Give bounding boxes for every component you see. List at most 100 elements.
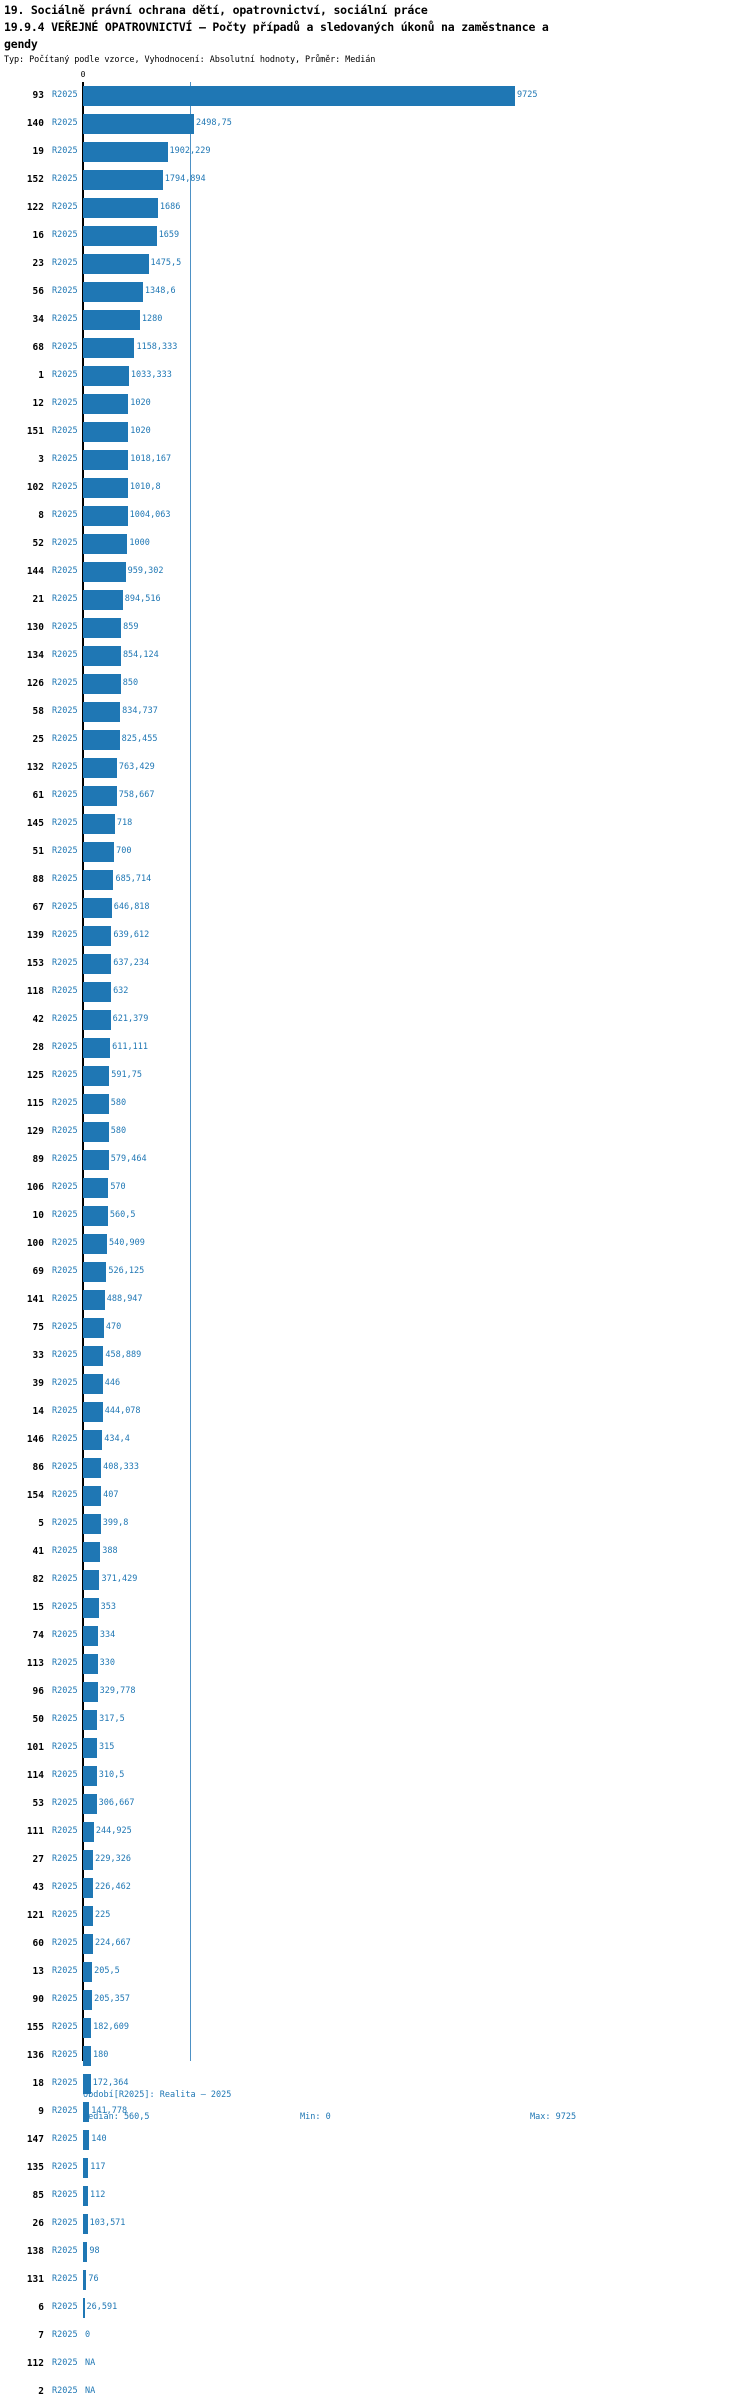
bar-row[interactable]: 111 R2025 244,925 bbox=[0, 1818, 750, 1846]
bar[interactable] bbox=[83, 814, 115, 834]
bar-row[interactable]: 135 R2025 117 bbox=[0, 2154, 750, 2182]
bar-row[interactable]: 67 R2025 646,818 bbox=[0, 894, 750, 922]
bar[interactable] bbox=[83, 842, 115, 862]
bar-row[interactable]: 100 R2025 540,909 bbox=[0, 1230, 750, 1258]
bar[interactable] bbox=[83, 1962, 93, 1982]
bar[interactable] bbox=[83, 1066, 110, 1086]
bar[interactable] bbox=[83, 1822, 94, 1842]
bar[interactable] bbox=[83, 1234, 108, 1254]
bar-row[interactable]: 132 R2025 763,429 bbox=[0, 754, 750, 782]
bar[interactable] bbox=[83, 618, 122, 638]
bar-row[interactable]: 131 R2025 76 bbox=[0, 2266, 750, 2294]
bar-row[interactable]: 50 R2025 317,5 bbox=[0, 1706, 750, 1734]
bar-row[interactable]: 5 R2025 399,8 bbox=[0, 1510, 750, 1538]
bar[interactable] bbox=[83, 562, 126, 582]
bar-row[interactable]: 90 R2025 205,357 bbox=[0, 1986, 750, 2014]
bar-row[interactable]: 154 R2025 407 bbox=[0, 1482, 750, 1510]
bar-row[interactable]: 53 R2025 306,667 bbox=[0, 1790, 750, 1818]
bar-row[interactable]: 28 R2025 611,111 bbox=[0, 1034, 750, 1062]
bar-row[interactable]: 139 R2025 639,612 bbox=[0, 922, 750, 950]
bar[interactable] bbox=[83, 1794, 97, 1814]
bar-row[interactable]: 39 R2025 446 bbox=[0, 1370, 750, 1398]
bar[interactable] bbox=[83, 1206, 108, 1226]
bar-row[interactable]: 129 R2025 580 bbox=[0, 1118, 750, 1146]
bar-row[interactable]: 140 R2025 2498,75 bbox=[0, 110, 750, 138]
bar[interactable] bbox=[83, 2018, 92, 2038]
bar[interactable] bbox=[83, 982, 112, 1002]
bar-row[interactable]: 89 R2025 579,464 bbox=[0, 1146, 750, 1174]
bar[interactable] bbox=[83, 1710, 98, 1730]
bar-row[interactable]: 6 R2025 26,591 bbox=[0, 2294, 750, 2322]
bar[interactable] bbox=[83, 310, 140, 330]
bar[interactable] bbox=[83, 646, 121, 666]
bar[interactable] bbox=[83, 702, 121, 722]
bar[interactable] bbox=[83, 954, 112, 974]
bar[interactable] bbox=[83, 730, 120, 750]
bar-row[interactable]: 33 R2025 458,889 bbox=[0, 1342, 750, 1370]
bar-row[interactable]: 19 R2025 1902,229 bbox=[0, 138, 750, 166]
bar-row[interactable]: 10 R2025 560,5 bbox=[0, 1202, 750, 1230]
bar[interactable] bbox=[83, 1346, 104, 1366]
bar[interactable] bbox=[83, 1150, 109, 1170]
bar[interactable] bbox=[83, 926, 112, 946]
bar-row[interactable]: 113 R2025 330 bbox=[0, 1650, 750, 1678]
bar-row[interactable]: 155 R2025 182,609 bbox=[0, 2014, 750, 2042]
bar[interactable] bbox=[83, 1738, 97, 1758]
bar[interactable] bbox=[83, 1122, 109, 1142]
bar[interactable] bbox=[83, 1178, 109, 1198]
bar-row[interactable]: 145 R2025 718 bbox=[0, 810, 750, 838]
bar[interactable] bbox=[83, 2298, 85, 2318]
bar[interactable] bbox=[83, 1878, 94, 1898]
bar[interactable] bbox=[83, 674, 121, 694]
bar[interactable] bbox=[83, 338, 135, 358]
bar[interactable] bbox=[83, 1514, 101, 1534]
bar-row[interactable]: 68 R2025 1158,333 bbox=[0, 334, 750, 362]
bar-row[interactable]: 115 R2025 580 bbox=[0, 1090, 750, 1118]
bar-row[interactable]: 42 R2025 621,379 bbox=[0, 1006, 750, 1034]
bar-row[interactable]: 13 R2025 205,5 bbox=[0, 1958, 750, 1986]
bar-row[interactable]: 16 R2025 1659 bbox=[0, 222, 750, 250]
bar-row[interactable]: 58 R2025 834,737 bbox=[0, 698, 750, 726]
bar-row[interactable]: 34 R2025 1280 bbox=[0, 306, 750, 334]
bar-row[interactable]: 82 R2025 371,429 bbox=[0, 1566, 750, 1594]
bar[interactable] bbox=[83, 422, 129, 442]
bar[interactable] bbox=[83, 86, 515, 106]
bar[interactable] bbox=[83, 1374, 103, 1394]
bar-row[interactable]: 102 R2025 1010,8 bbox=[0, 474, 750, 502]
bar-row[interactable]: 130 R2025 859 bbox=[0, 614, 750, 642]
bar-row[interactable]: 114 R2025 310,5 bbox=[0, 1762, 750, 1790]
bar-row[interactable]: 136 R2025 180 bbox=[0, 2042, 750, 2070]
bar-row[interactable]: 122 R2025 1686 bbox=[0, 194, 750, 222]
bar-row[interactable]: 1 R2025 1033,333 bbox=[0, 362, 750, 390]
bar[interactable] bbox=[83, 1850, 94, 1870]
bar-row[interactable]: 144 R2025 959,302 bbox=[0, 558, 750, 586]
bar[interactable] bbox=[83, 1318, 104, 1338]
bar[interactable] bbox=[83, 1598, 99, 1618]
bar[interactable] bbox=[83, 1934, 93, 1954]
bar-row[interactable]: 151 R2025 1020 bbox=[0, 418, 750, 446]
bar[interactable] bbox=[83, 142, 168, 162]
bar-row[interactable]: 3 R2025 1018,167 bbox=[0, 446, 750, 474]
bar-row[interactable]: 26 R2025 103,571 bbox=[0, 2210, 750, 2238]
bar-row[interactable]: 52 R2025 1000 bbox=[0, 530, 750, 558]
bar-row[interactable]: 75 R2025 470 bbox=[0, 1314, 750, 1342]
bar[interactable] bbox=[83, 1262, 107, 1282]
bar[interactable] bbox=[83, 226, 157, 246]
bar-row[interactable]: 86 R2025 408,333 bbox=[0, 1454, 750, 1482]
bar-row[interactable]: 7 R2025 0 bbox=[0, 2322, 750, 2350]
bar[interactable] bbox=[83, 2074, 91, 2094]
bar[interactable] bbox=[83, 2242, 88, 2262]
bar[interactable] bbox=[83, 2130, 90, 2150]
bar-row[interactable]: 96 R2025 329,778 bbox=[0, 1678, 750, 1706]
bar[interactable] bbox=[83, 1486, 102, 1506]
bar[interactable] bbox=[83, 1094, 109, 1114]
bar-row[interactable]: 8 R2025 1004,063 bbox=[0, 502, 750, 530]
bar[interactable] bbox=[83, 2046, 91, 2066]
bar-row[interactable]: 60 R2025 224,667 bbox=[0, 1930, 750, 1958]
bar[interactable] bbox=[83, 534, 128, 554]
bar-row[interactable]: 141 R2025 488,947 bbox=[0, 1286, 750, 1314]
bar[interactable] bbox=[83, 170, 163, 190]
bar-row[interactable]: 43 R2025 226,462 bbox=[0, 1874, 750, 1902]
bar[interactable] bbox=[83, 1010, 111, 1030]
bar[interactable] bbox=[83, 2102, 90, 2122]
